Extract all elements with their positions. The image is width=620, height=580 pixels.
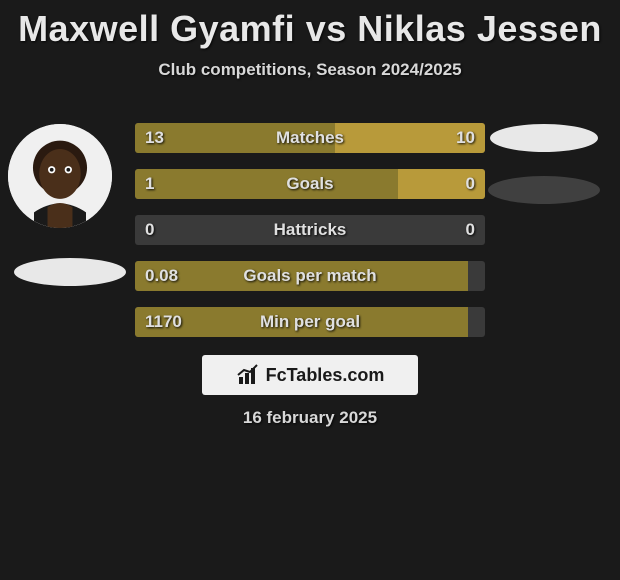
chart-icon [236, 363, 260, 387]
subtitle: Club competitions, Season 2024/2025 [0, 54, 620, 100]
player1-badge-ellipse [14, 258, 126, 286]
stat-row: 10Goals [135, 169, 485, 199]
avatar-icon [8, 124, 112, 228]
stat-row: 1310Matches [135, 123, 485, 153]
player2-top-ellipse [490, 124, 598, 152]
stat-row: 00Hattricks [135, 215, 485, 245]
player1-avatar [8, 124, 112, 228]
date-line: 16 february 2025 [0, 408, 620, 428]
brand-box: FcTables.com [202, 355, 418, 395]
stat-label: Matches [135, 123, 485, 153]
title-vs: vs [306, 8, 347, 49]
player2-bottom-ellipse [488, 176, 600, 204]
stat-label: Goals [135, 169, 485, 199]
stat-row: 1170Min per goal [135, 307, 485, 337]
stat-bars: 1310Matches 10Goals 00Hattricks 0.08Goals p… [135, 123, 485, 353]
stat-label: Hattricks [135, 215, 485, 245]
stat-label: Min per goal [135, 307, 485, 337]
comparison-title: Maxwell Gyamfi vs Niklas Jessen [0, 0, 620, 54]
stat-label: Goals per match [135, 261, 485, 291]
player2-name: Niklas Jessen [357, 8, 602, 49]
stat-row: 0.08Goals per match [135, 261, 485, 291]
player1-name: Maxwell Gyamfi [18, 8, 295, 49]
brand-text: FcTables.com [266, 365, 385, 386]
